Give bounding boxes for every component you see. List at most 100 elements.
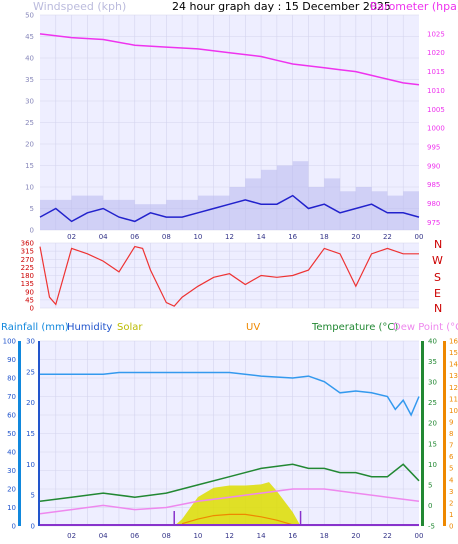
baro-tick-label: 975 bbox=[427, 219, 440, 227]
solar-area bbox=[174, 482, 301, 526]
direction-tick-label: 135 bbox=[21, 280, 34, 288]
x-tick-label-top: 10 bbox=[193, 233, 202, 241]
x-tick-label-bottom: 16 bbox=[288, 532, 297, 540]
temp-tick-label: 20 bbox=[428, 420, 437, 428]
baro-tick-label: 1000 bbox=[427, 125, 445, 133]
baro-tick-label: 1020 bbox=[427, 49, 445, 57]
humidity-axis-bar bbox=[38, 341, 40, 526]
direction-tick-label: 360 bbox=[21, 240, 34, 248]
gust-bar bbox=[261, 169, 277, 230]
wind-tick-label: 45 bbox=[25, 33, 34, 41]
uv-axis-bar bbox=[443, 341, 446, 526]
legend-humidity: Humidity bbox=[67, 322, 112, 333]
graph-title: 24 hour graph day : 15 December 2025 bbox=[172, 0, 391, 13]
legend-dewpoint: Dew Point (°C) bbox=[393, 322, 458, 333]
x-tick-label-top: 22 bbox=[383, 233, 392, 241]
x-tick-label-top: 06 bbox=[130, 233, 139, 241]
rain-tick-label: 15 bbox=[26, 430, 35, 438]
x-tick-label-bottom: 02 bbox=[67, 532, 76, 540]
gust-bar bbox=[166, 199, 198, 230]
gust-bar bbox=[355, 187, 372, 230]
wind-tick-label: 30 bbox=[25, 98, 34, 106]
rain-tick-label: 10 bbox=[26, 461, 35, 469]
gust-bar bbox=[403, 191, 419, 230]
compass-w: W bbox=[432, 254, 443, 267]
direction-plot bbox=[39, 245, 419, 307]
temp-tick-label: 30 bbox=[428, 379, 437, 387]
temperature-line bbox=[39, 463, 420, 503]
temp-tick-label: 0 bbox=[428, 502, 432, 510]
baro-tick-label: 980 bbox=[427, 200, 440, 208]
wind-tick-label: 15 bbox=[25, 162, 34, 170]
uv-tick-label: 1 bbox=[449, 511, 453, 519]
humidity-tick-label: 50 bbox=[7, 430, 16, 438]
baro-tick-label: 1010 bbox=[427, 87, 445, 95]
x-tick-label-bottom: 12 bbox=[225, 532, 234, 540]
x-tick-label-bottom: 20 bbox=[351, 532, 360, 540]
gust-bar bbox=[134, 204, 167, 230]
rain-tick-label: 30 bbox=[26, 338, 35, 346]
temp-axis-bar bbox=[421, 341, 424, 526]
gust-bar bbox=[197, 195, 230, 230]
gust-bar bbox=[308, 187, 325, 230]
barometer-label: Barometer (hpa) bbox=[370, 0, 458, 13]
x-tick-label-bottom: 00 bbox=[415, 532, 424, 540]
axes: 0510152025303540455097598098599099510001… bbox=[3, 12, 458, 541]
compass-e: E bbox=[434, 287, 441, 300]
x-tick-label-top: 02 bbox=[67, 233, 76, 241]
gust-bar bbox=[371, 191, 388, 230]
direction-tick-label: 90 bbox=[25, 288, 34, 296]
direction-tick-label: 0 bbox=[30, 305, 34, 313]
humidity-tick-label: 30 bbox=[7, 467, 16, 475]
humidity-tick-label: 10 bbox=[7, 504, 16, 512]
x-tick-label-bottom: 04 bbox=[99, 532, 108, 540]
direction-tick-label: 270 bbox=[21, 256, 34, 264]
uv-tick-label: 14 bbox=[449, 361, 458, 369]
uv-tick-label: 15 bbox=[449, 349, 458, 357]
humidity-tick-label: 90 bbox=[7, 356, 16, 364]
baro-tick-label: 1025 bbox=[427, 30, 445, 38]
uv-tick-label: 16 bbox=[449, 338, 458, 346]
gust-bar bbox=[229, 187, 246, 230]
humidity-tick-label: 40 bbox=[7, 449, 16, 457]
x-tick-label-bottom: 08 bbox=[162, 532, 171, 540]
x-tick-label-top: 18 bbox=[320, 233, 329, 241]
x-tick-label-bottom: 10 bbox=[193, 532, 202, 540]
gust-bar bbox=[292, 161, 309, 230]
x-tick-label-top: 14 bbox=[257, 233, 266, 241]
humidity-tick-label: 60 bbox=[7, 412, 16, 420]
legend-rainfall: Rainfall (mm) bbox=[1, 322, 69, 333]
temp-tick-label: 40 bbox=[428, 338, 437, 346]
temp-tick-label: 15 bbox=[428, 440, 437, 448]
temp-tick-label: 10 bbox=[428, 461, 437, 469]
uv-tick-label: 3 bbox=[449, 488, 453, 496]
temp-tick-label: -5 bbox=[428, 523, 435, 531]
legend-temperature: Temperature (°C) bbox=[311, 322, 398, 333]
uv-tick-label: 2 bbox=[449, 499, 453, 507]
direction-tick-label: 45 bbox=[25, 296, 34, 304]
wind-tick-label: 40 bbox=[25, 55, 34, 63]
uv-tick-label: 0 bbox=[449, 523, 453, 531]
uv-tick-label: 12 bbox=[449, 384, 458, 392]
direction-tick-label: 225 bbox=[21, 264, 34, 272]
compass-n-top: N bbox=[434, 238, 442, 251]
wind-baro-plot bbox=[39, 33, 420, 230]
uv-tick-label: 5 bbox=[449, 465, 453, 473]
humidity-tick-label: 20 bbox=[7, 486, 16, 494]
uv-tick-label: 10 bbox=[449, 407, 458, 415]
x-tick-label-top: 20 bbox=[351, 233, 360, 241]
x-tick-label-bottom: 06 bbox=[130, 532, 139, 540]
temp-tick-label: 5 bbox=[428, 481, 432, 489]
wind-tick-label: 5 bbox=[30, 205, 34, 213]
uv-tick-label: 8 bbox=[449, 430, 453, 438]
baro-tick-label: 990 bbox=[427, 162, 440, 170]
baro-tick-label: 1005 bbox=[427, 106, 445, 114]
compass-s: S bbox=[434, 271, 441, 284]
uv-tick-label: 13 bbox=[449, 372, 458, 380]
direction-tick-label: 180 bbox=[21, 272, 34, 280]
wind-tick-label: 35 bbox=[25, 76, 34, 84]
lower-plot bbox=[39, 371, 420, 526]
wind-tick-label: 10 bbox=[25, 184, 34, 192]
wind-tick-label: 20 bbox=[25, 141, 34, 149]
